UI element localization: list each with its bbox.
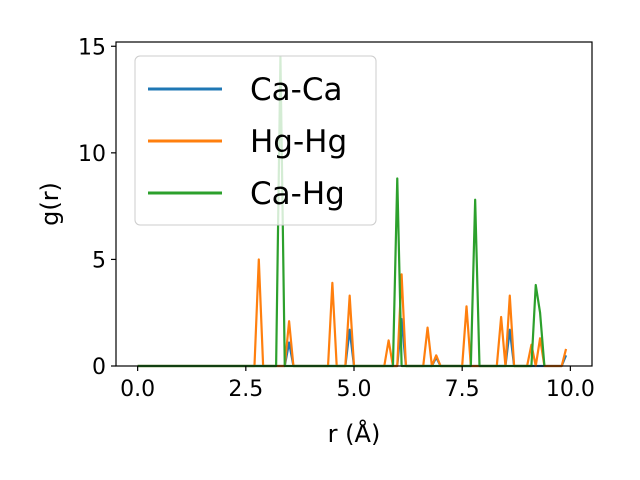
legend-entries: Ca-Ca Hg-Hg Ca-Hg <box>148 72 347 212</box>
legend-label-ca-ca: Ca-Ca <box>250 72 342 108</box>
x-tick-label: 2.5 <box>228 377 263 402</box>
x-tick-label: 7.5 <box>445 377 480 402</box>
y-tick-label: 15 <box>78 35 106 60</box>
y-tick-label: 0 <box>92 355 106 380</box>
x-ticks: 0.0 2.5 5.0 7.5 10.0 <box>120 366 595 402</box>
y-axis-title: g(r) <box>36 182 64 226</box>
legend-label-ca-hg: Ca-Hg <box>250 176 345 212</box>
legend: Ca-Ca Hg-Hg Ca-Hg <box>134 55 377 226</box>
x-axis-title: r (Å) <box>328 419 381 448</box>
y-ticks: 0 5 10 15 <box>78 35 116 380</box>
legend-box <box>134 55 377 226</box>
x-tick-label: 10.0 <box>546 377 595 402</box>
y-tick-label: 5 <box>92 248 106 273</box>
x-tick-label: 5.0 <box>337 377 372 402</box>
x-tick-label: 0.0 <box>120 377 155 402</box>
y-tick-label: 10 <box>78 142 106 167</box>
legend-label-hg-hg: Hg-Hg <box>250 124 347 160</box>
